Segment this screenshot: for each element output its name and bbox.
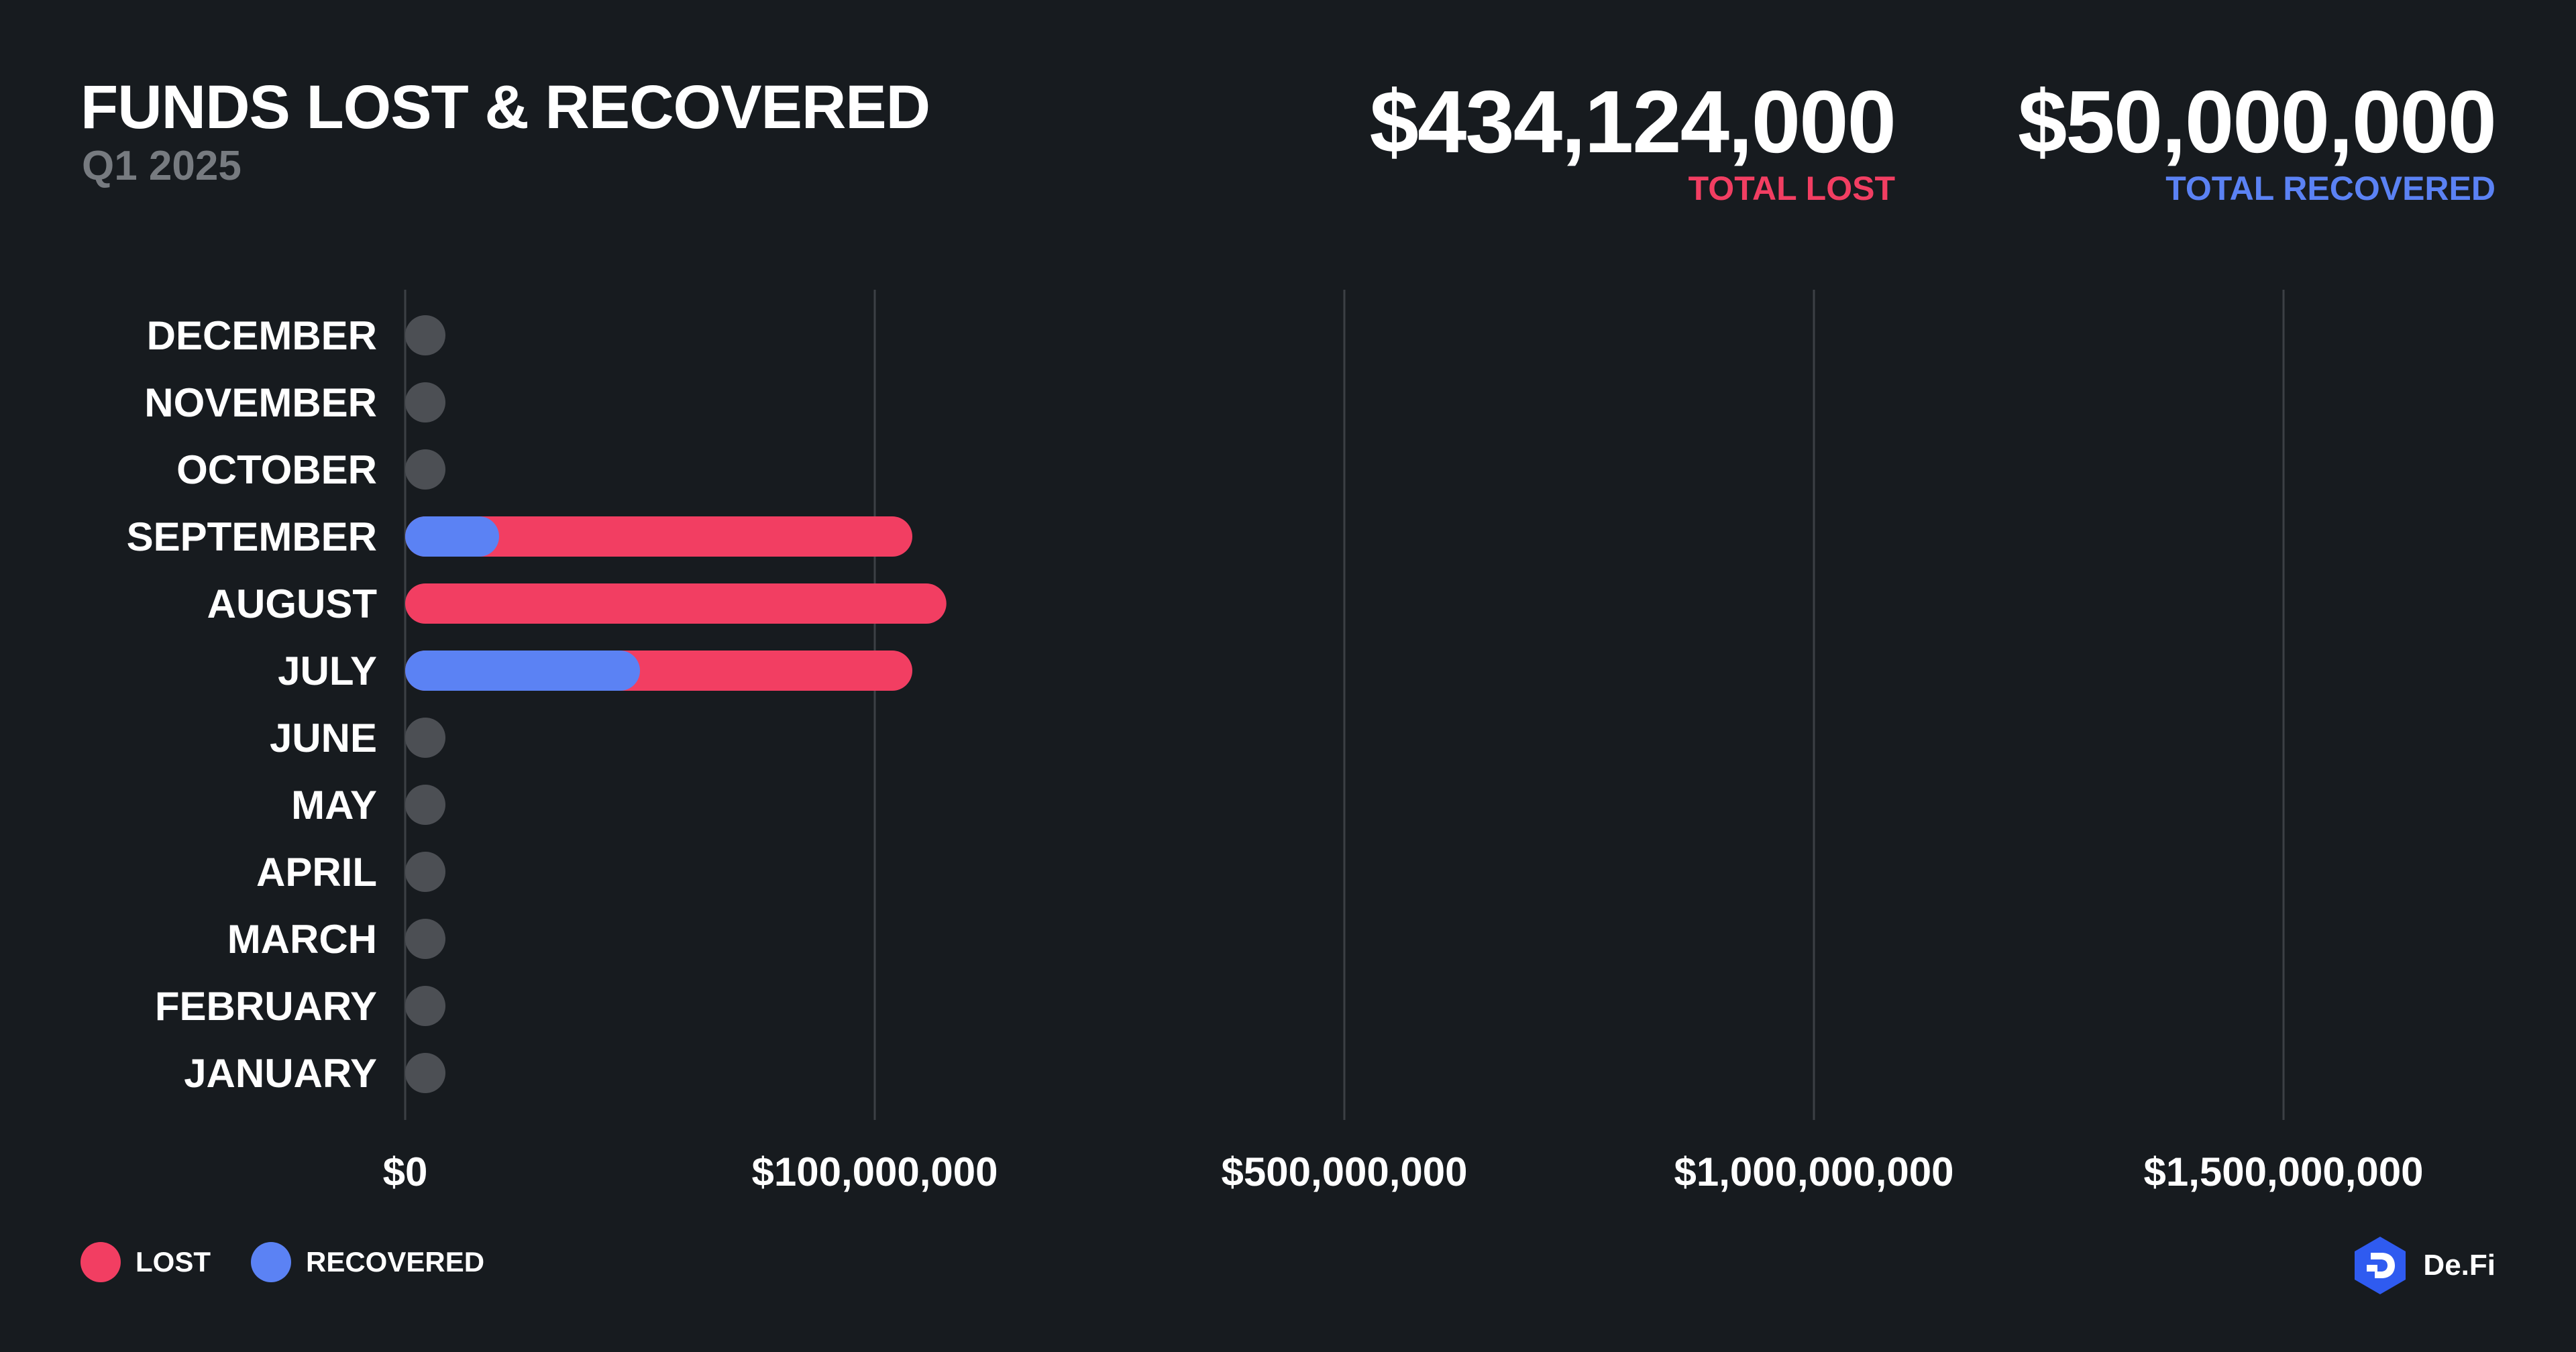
category-label: OCTOBER bbox=[176, 447, 377, 492]
category-label: SEPTEMBER bbox=[127, 514, 377, 559]
empty-marker bbox=[405, 1053, 445, 1093]
category-label: JULY bbox=[278, 649, 377, 693]
chart-title: FUNDS LOST & RECOVERED bbox=[80, 73, 930, 142]
brand-name: De.Fi bbox=[2423, 1249, 2496, 1282]
category-label: FEBRUARY bbox=[155, 984, 377, 1029]
bar-lost bbox=[405, 583, 947, 624]
empty-marker bbox=[405, 315, 445, 355]
empty-marker bbox=[405, 785, 445, 825]
legend-item-recovered: RECOVERED bbox=[251, 1242, 484, 1282]
category-label: MARCH bbox=[227, 917, 377, 962]
x-tick-label: $1,500,000,000 bbox=[2143, 1149, 2423, 1194]
empty-marker bbox=[405, 919, 445, 959]
empty-marker bbox=[405, 449, 445, 490]
empty-marker bbox=[405, 852, 445, 892]
total-lost-value: $434,124,000 bbox=[1369, 72, 1896, 171]
category-label: JUNE bbox=[270, 716, 377, 760]
bar-recovered bbox=[405, 516, 499, 557]
total-lost-label: TOTAL LOST bbox=[1688, 170, 1895, 207]
x-tick-label: $1,000,000,000 bbox=[1674, 1149, 1953, 1194]
bar-recovered bbox=[405, 651, 640, 691]
x-tick-label: $100,000,000 bbox=[751, 1149, 998, 1194]
total-recovered-value: $50,000,000 bbox=[2017, 72, 2497, 171]
defi-logo-icon bbox=[2355, 1237, 2406, 1294]
legend-label-recovered: RECOVERED bbox=[306, 1246, 485, 1278]
x-tick-label: $500,000,000 bbox=[1221, 1149, 1467, 1194]
legend-label-lost: LOST bbox=[136, 1246, 211, 1278]
empty-marker bbox=[405, 986, 445, 1026]
category-label: APRIL bbox=[256, 850, 377, 895]
legend-swatch-recovered bbox=[251, 1242, 291, 1282]
total-recovered-label: TOTAL RECOVERED bbox=[2165, 170, 2496, 207]
empty-marker bbox=[405, 718, 445, 758]
total-recovered-stat: $50,000,000 TOTAL RECOVERED bbox=[2017, 72, 2497, 208]
category-label: JANUARY bbox=[184, 1051, 377, 1096]
category-label: AUGUST bbox=[207, 581, 377, 626]
chart-legend: LOST RECOVERED bbox=[80, 1242, 525, 1282]
legend-item-lost: LOST bbox=[80, 1242, 211, 1282]
bar-chart: $0 $100,000,000 $500,000,000 $1,000,000,000… bbox=[127, 290, 2424, 1194]
empty-marker bbox=[405, 382, 445, 422]
total-lost-stat: $434,124,000 TOTAL LOST bbox=[1369, 72, 1896, 208]
category-label: MAY bbox=[291, 783, 377, 828]
legend-swatch-lost bbox=[80, 1242, 121, 1282]
category-label: NOVEMBER bbox=[144, 380, 377, 425]
x-tick-label: $0 bbox=[383, 1149, 428, 1194]
bar-lost bbox=[405, 516, 912, 557]
brand-logo: De.Fi bbox=[2352, 1235, 2496, 1296]
chart-subtitle: Q1 2025 bbox=[82, 143, 241, 189]
category-label: DECEMBER bbox=[147, 313, 377, 358]
